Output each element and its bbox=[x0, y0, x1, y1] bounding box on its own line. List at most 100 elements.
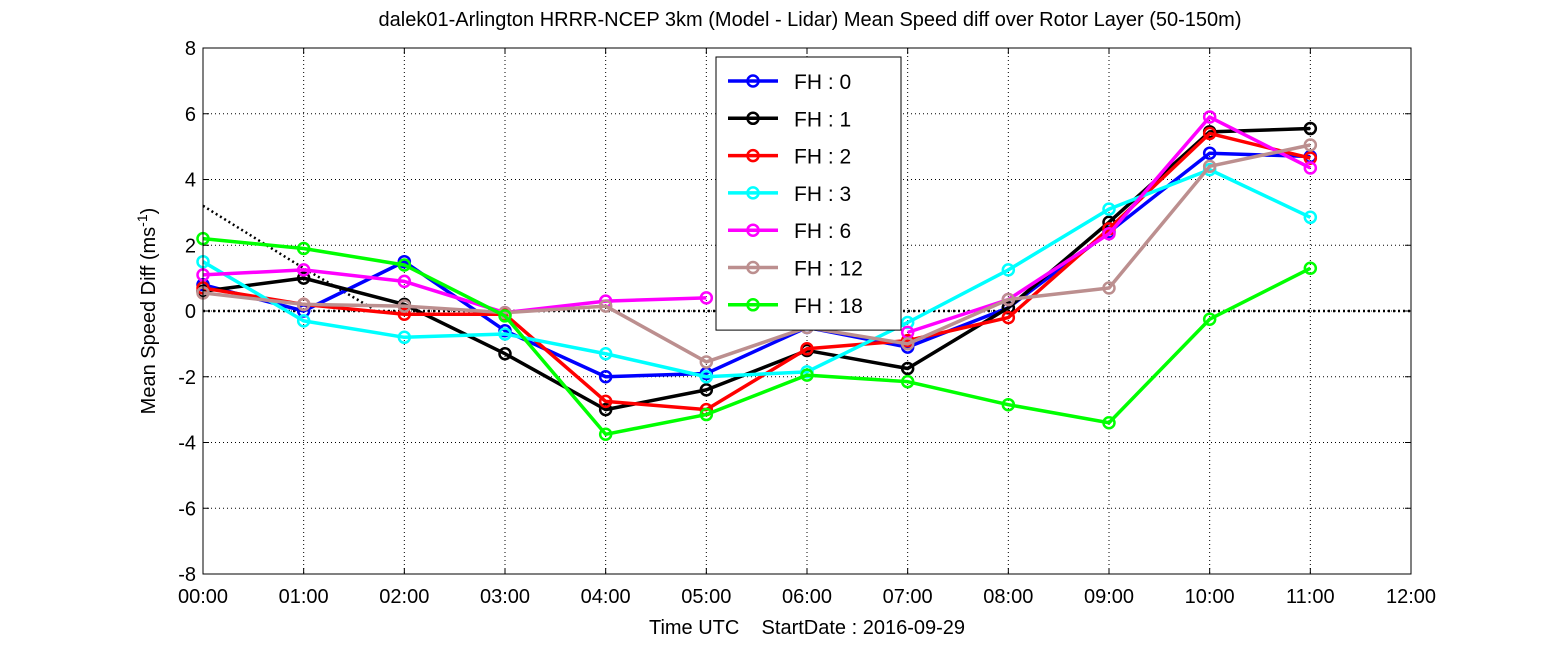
data-point bbox=[1303, 210, 1318, 225]
data-point bbox=[1102, 416, 1116, 430]
data-point bbox=[397, 274, 412, 289]
legend-label: FH : 0 bbox=[794, 71, 851, 94]
series-line bbox=[202, 268, 707, 315]
x-tick-label: 05:00 bbox=[681, 586, 731, 608]
data-point bbox=[1202, 159, 1217, 174]
data-point bbox=[1202, 312, 1217, 326]
series-line bbox=[907, 115, 1312, 335]
x-tick-label: 04:00 bbox=[581, 586, 631, 608]
data-point bbox=[498, 327, 512, 341]
y-tick-label: 6 bbox=[185, 104, 196, 126]
data-point bbox=[699, 291, 714, 305]
data-point bbox=[296, 297, 311, 312]
y-tick-label: -6 bbox=[178, 498, 196, 520]
legend-marker bbox=[746, 148, 760, 163]
data-point bbox=[1001, 310, 1016, 325]
series-fh-12 bbox=[196, 138, 1318, 369]
data-point bbox=[800, 342, 814, 356]
data-point bbox=[1001, 292, 1016, 307]
data-point bbox=[1102, 202, 1116, 216]
x-tick-label: 11:00 bbox=[1286, 586, 1335, 608]
data-point bbox=[699, 383, 714, 397]
data-point bbox=[1202, 126, 1217, 141]
legend-marker bbox=[746, 298, 760, 312]
legend-marker bbox=[746, 260, 760, 275]
data-point bbox=[900, 374, 915, 389]
legend-label: FH : 2 bbox=[794, 146, 851, 169]
data-point bbox=[498, 346, 512, 361]
legend-marker bbox=[746, 186, 760, 200]
data-point bbox=[900, 337, 915, 351]
x-tick-label: 02:00 bbox=[379, 586, 429, 608]
x-tick-label: 03:00 bbox=[480, 586, 530, 608]
series-fh-18 bbox=[196, 231, 1318, 442]
data-point bbox=[598, 370, 613, 384]
data-point bbox=[1102, 226, 1116, 241]
legend: FH : 0 FH : 1 FH : 2 FH : 3 FH : 6 FH : 12 FH … bbox=[715, 56, 902, 331]
y-tick-label: 4 bbox=[185, 170, 196, 192]
x-tick-label: 06:00 bbox=[782, 586, 832, 608]
y-axis-label-unit-exponent: -1 bbox=[134, 214, 150, 227]
data-point bbox=[397, 299, 412, 313]
data-point bbox=[1303, 161, 1318, 175]
data-point bbox=[1202, 110, 1217, 124]
y-axis-label-text: Mean Speed Diff (ms bbox=[138, 227, 160, 415]
series-line bbox=[202, 167, 1312, 379]
data-point bbox=[1303, 261, 1318, 276]
legend-label: FH : 18 bbox=[794, 295, 863, 318]
y-axis-label-close: ) bbox=[138, 208, 160, 215]
legend-marker bbox=[746, 111, 760, 126]
data-point bbox=[598, 394, 613, 409]
data-point bbox=[296, 314, 311, 328]
data-point bbox=[1303, 121, 1318, 136]
y-tick-label: -8 bbox=[178, 564, 196, 586]
data-point bbox=[800, 368, 814, 382]
data-point bbox=[598, 346, 613, 361]
y-axis-label: Mean Speed Diff (ms-1) bbox=[134, 208, 160, 415]
data-point bbox=[498, 309, 512, 323]
series-line bbox=[202, 126, 1311, 412]
legend-marker bbox=[746, 223, 760, 237]
y-tick-label: 2 bbox=[185, 235, 196, 257]
legend-label: FH : 6 bbox=[794, 220, 851, 243]
series-line bbox=[202, 236, 1312, 437]
x-tick-label: 09:00 bbox=[1084, 586, 1134, 608]
data-point bbox=[397, 307, 412, 322]
legend-label: FH : 3 bbox=[794, 183, 851, 206]
x-tick-label: 01:00 bbox=[279, 586, 329, 608]
data-point bbox=[397, 330, 412, 345]
y-tick-label: 0 bbox=[185, 301, 196, 323]
data-point bbox=[1202, 146, 1217, 160]
chart-title: dalek01-Arlington HRRR-NCEP 3km (Model -… bbox=[379, 9, 1242, 31]
x-tick-label: 10:00 bbox=[1185, 586, 1235, 608]
series-line bbox=[202, 143, 1311, 364]
y-tick-label: 8 bbox=[185, 38, 196, 60]
data-point bbox=[1102, 281, 1116, 295]
ticks: 00:00 01:00 02:00 03:00 04:00 05:00 06:00 07:00… bbox=[178, 38, 1436, 608]
data-point bbox=[699, 355, 714, 369]
data-point bbox=[1001, 397, 1016, 412]
y-tick-label: -4 bbox=[178, 433, 196, 455]
data-point bbox=[598, 402, 613, 417]
x-axis-label: Time UTC StartDate : 2016-09-29 bbox=[649, 617, 965, 639]
data-point bbox=[296, 271, 311, 285]
legend-label: FH : 12 bbox=[794, 258, 863, 281]
data-point bbox=[900, 361, 915, 376]
data-point bbox=[598, 427, 613, 442]
legend-label: FH : 1 bbox=[794, 108, 851, 131]
legend-marker bbox=[746, 74, 760, 88]
data-point bbox=[699, 407, 714, 422]
data-point bbox=[397, 258, 412, 272]
x-tick-label: 07:00 bbox=[883, 586, 933, 608]
data-point bbox=[1303, 138, 1318, 152]
data-point bbox=[296, 263, 311, 277]
y-tick-label: -2 bbox=[178, 367, 196, 389]
data-point bbox=[598, 299, 613, 313]
data-point bbox=[699, 370, 714, 384]
x-tick-label: 00:00 bbox=[178, 586, 228, 608]
x-tick-label: 12:00 bbox=[1386, 586, 1436, 608]
x-tick-label: 08:00 bbox=[983, 586, 1033, 608]
data-point bbox=[1001, 263, 1016, 277]
data-point bbox=[296, 241, 311, 256]
